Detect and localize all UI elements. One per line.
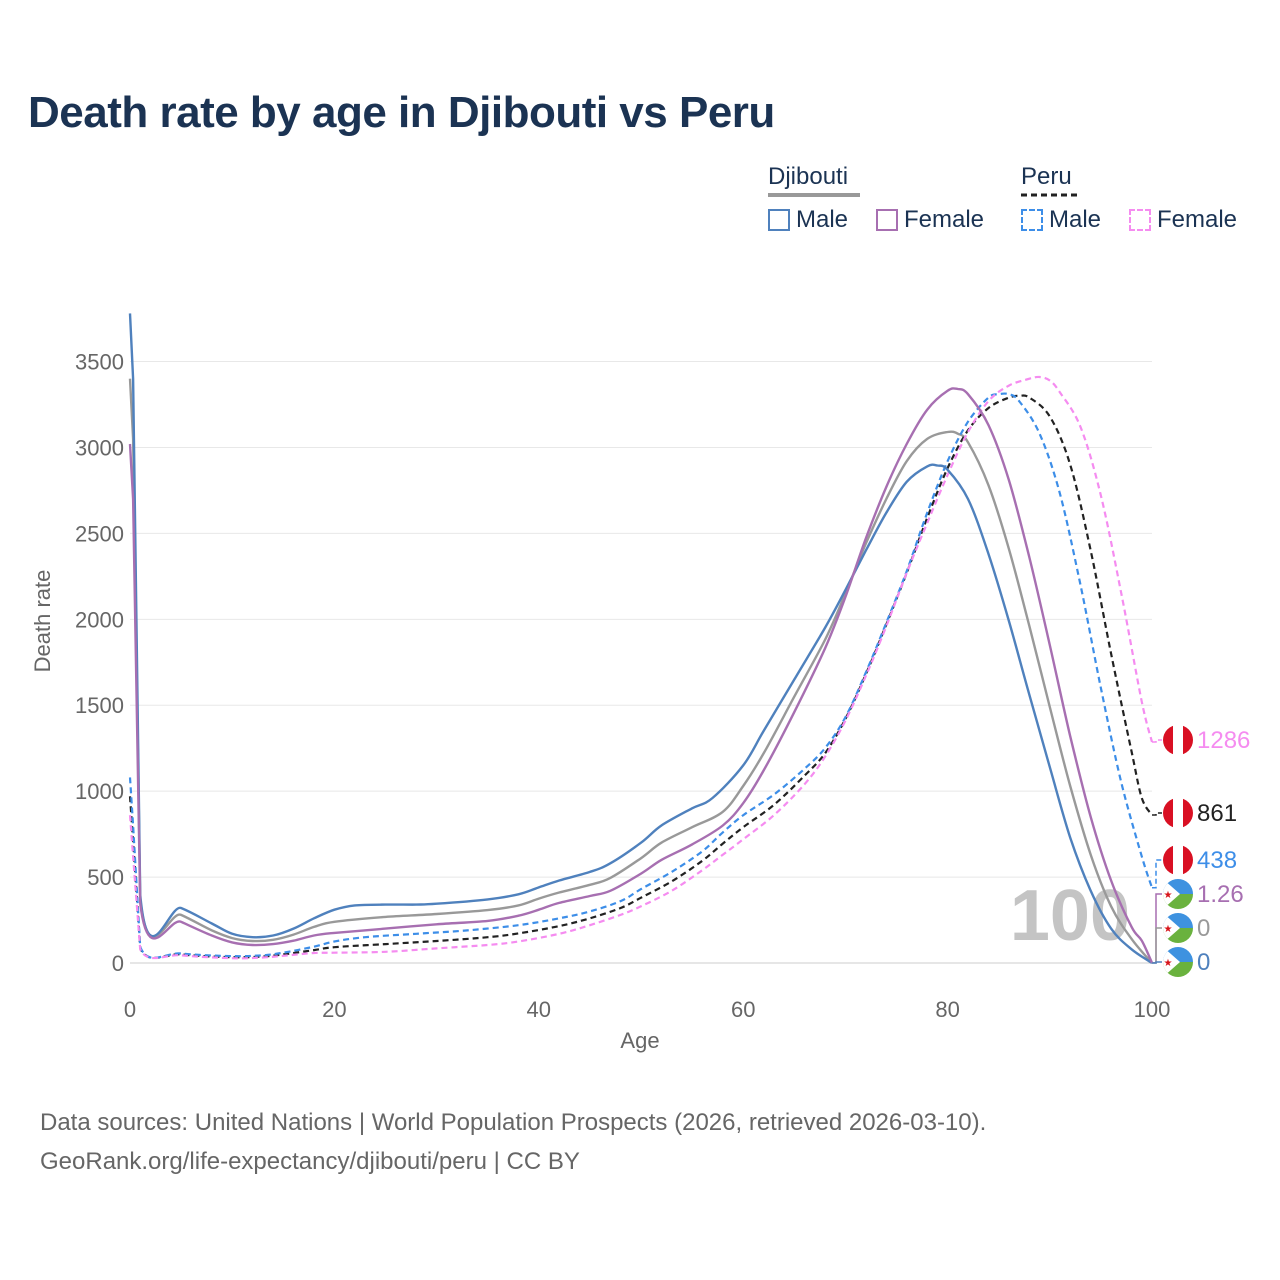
x-tick-label: 40 <box>527 997 551 1022</box>
legend-country-peru: Peru <box>1021 163 1072 190</box>
legend-peru-female[interactable]: Female <box>1129 205 1237 235</box>
djibouti-flag-icon: ★ <box>1163 879 1193 909</box>
current-age-watermark: 100 <box>1010 876 1130 956</box>
peru-flag-icon <box>1163 845 1193 875</box>
legend-label-peru-male: Male <box>1049 206 1102 233</box>
legend-swatch-djibouti-male <box>768 209 790 231</box>
series-line-djibouti-male[interactable] <box>128 313 1153 965</box>
series-lines <box>128 313 1154 965</box>
end-value-label: 0 <box>1197 915 1210 942</box>
y-axis-label: Death rate <box>30 570 55 673</box>
end-label-leader <box>1152 859 1162 889</box>
djibouti-flag-icon: ★ <box>1163 947 1193 977</box>
end-value-label: 1.26 <box>1197 881 1244 908</box>
series-line-djibouti-female[interactable] <box>128 387 1154 964</box>
svg-text:★: ★ <box>1164 890 1173 901</box>
end-value-label: 0 <box>1197 949 1210 976</box>
y-tick-label: 3500 <box>75 350 124 375</box>
peru-flag-icon <box>1163 725 1193 755</box>
x-axis-label: Age <box>620 1028 659 1053</box>
end-label-leader <box>1152 927 1162 964</box>
end-label-leader <box>1152 739 1162 743</box>
legend-swatch-djibouti-female <box>876 209 898 231</box>
end-label-leader <box>1152 961 1162 964</box>
y-tick-label: 1500 <box>75 693 124 718</box>
series-line-peru-total[interactable] <box>128 394 1153 959</box>
y-tick-label: 2000 <box>75 607 124 632</box>
y-tick-label: 500 <box>87 865 124 890</box>
x-tick-label: 0 <box>124 997 136 1022</box>
x-tick-label: 80 <box>935 997 959 1022</box>
legend-country-djibouti: Djibouti <box>768 163 849 190</box>
x-tick-label: 100 <box>1134 997 1171 1022</box>
y-tick-label: 2500 <box>75 521 124 546</box>
svg-text:★: ★ <box>1164 924 1173 935</box>
footer-url[interactable]: GeoRank.org/life-expectancy/djibouti/per… <box>40 1148 580 1175</box>
y-tick-label: 1000 <box>75 779 124 804</box>
legend-label-djibouti-female: Female <box>904 206 985 233</box>
legend-swatch-peru-female <box>1129 209 1151 231</box>
series-line-peru-male[interactable] <box>128 392 1154 959</box>
x-tick-label: 60 <box>731 997 755 1022</box>
djibouti-flag-icon: ★ <box>1163 913 1193 943</box>
series-line-djibouti-total[interactable] <box>128 378 1153 964</box>
chart-title: Death rate by age in Djibouti vs Peru <box>28 88 775 137</box>
legend-djibouti-female[interactable]: Female <box>876 205 984 235</box>
legend-swatch-peru-male <box>1021 209 1043 231</box>
end-value-label: 438 <box>1197 847 1237 874</box>
end-labels: 1286 861 438 ★ 1.26 ★ 0 ★ 0 <box>1152 725 1250 977</box>
legend-peru-line <box>1021 193 1077 197</box>
y-tick-label: 3000 <box>75 435 124 460</box>
axis-ticks: 0 500 1000 1500 2000 2500 3000 3500 0 20 40 60 80 100 <box>75 350 1170 1022</box>
svg-text:★: ★ <box>1164 958 1173 969</box>
end-value-label: 861 <box>1197 800 1237 827</box>
gridlines <box>130 361 1152 964</box>
series-line-peru-female[interactable] <box>128 375 1154 960</box>
legend-label-djibouti-male: Male <box>796 206 849 233</box>
legend-label-peru-female: Female <box>1157 206 1238 233</box>
y-tick-label: 0 <box>112 951 124 976</box>
footer-sources: Data sources: United Nations | World Pop… <box>40 1109 987 1136</box>
legend-peru-male[interactable]: Male <box>1021 205 1101 235</box>
x-tick-label: 20 <box>322 997 346 1022</box>
peru-flag-icon <box>1163 798 1193 828</box>
legend-djibouti-line <box>768 193 860 197</box>
end-label-leader <box>1152 812 1162 816</box>
legend-djibouti-male[interactable]: Male <box>768 205 848 235</box>
end-value-label: 1286 <box>1197 727 1250 754</box>
